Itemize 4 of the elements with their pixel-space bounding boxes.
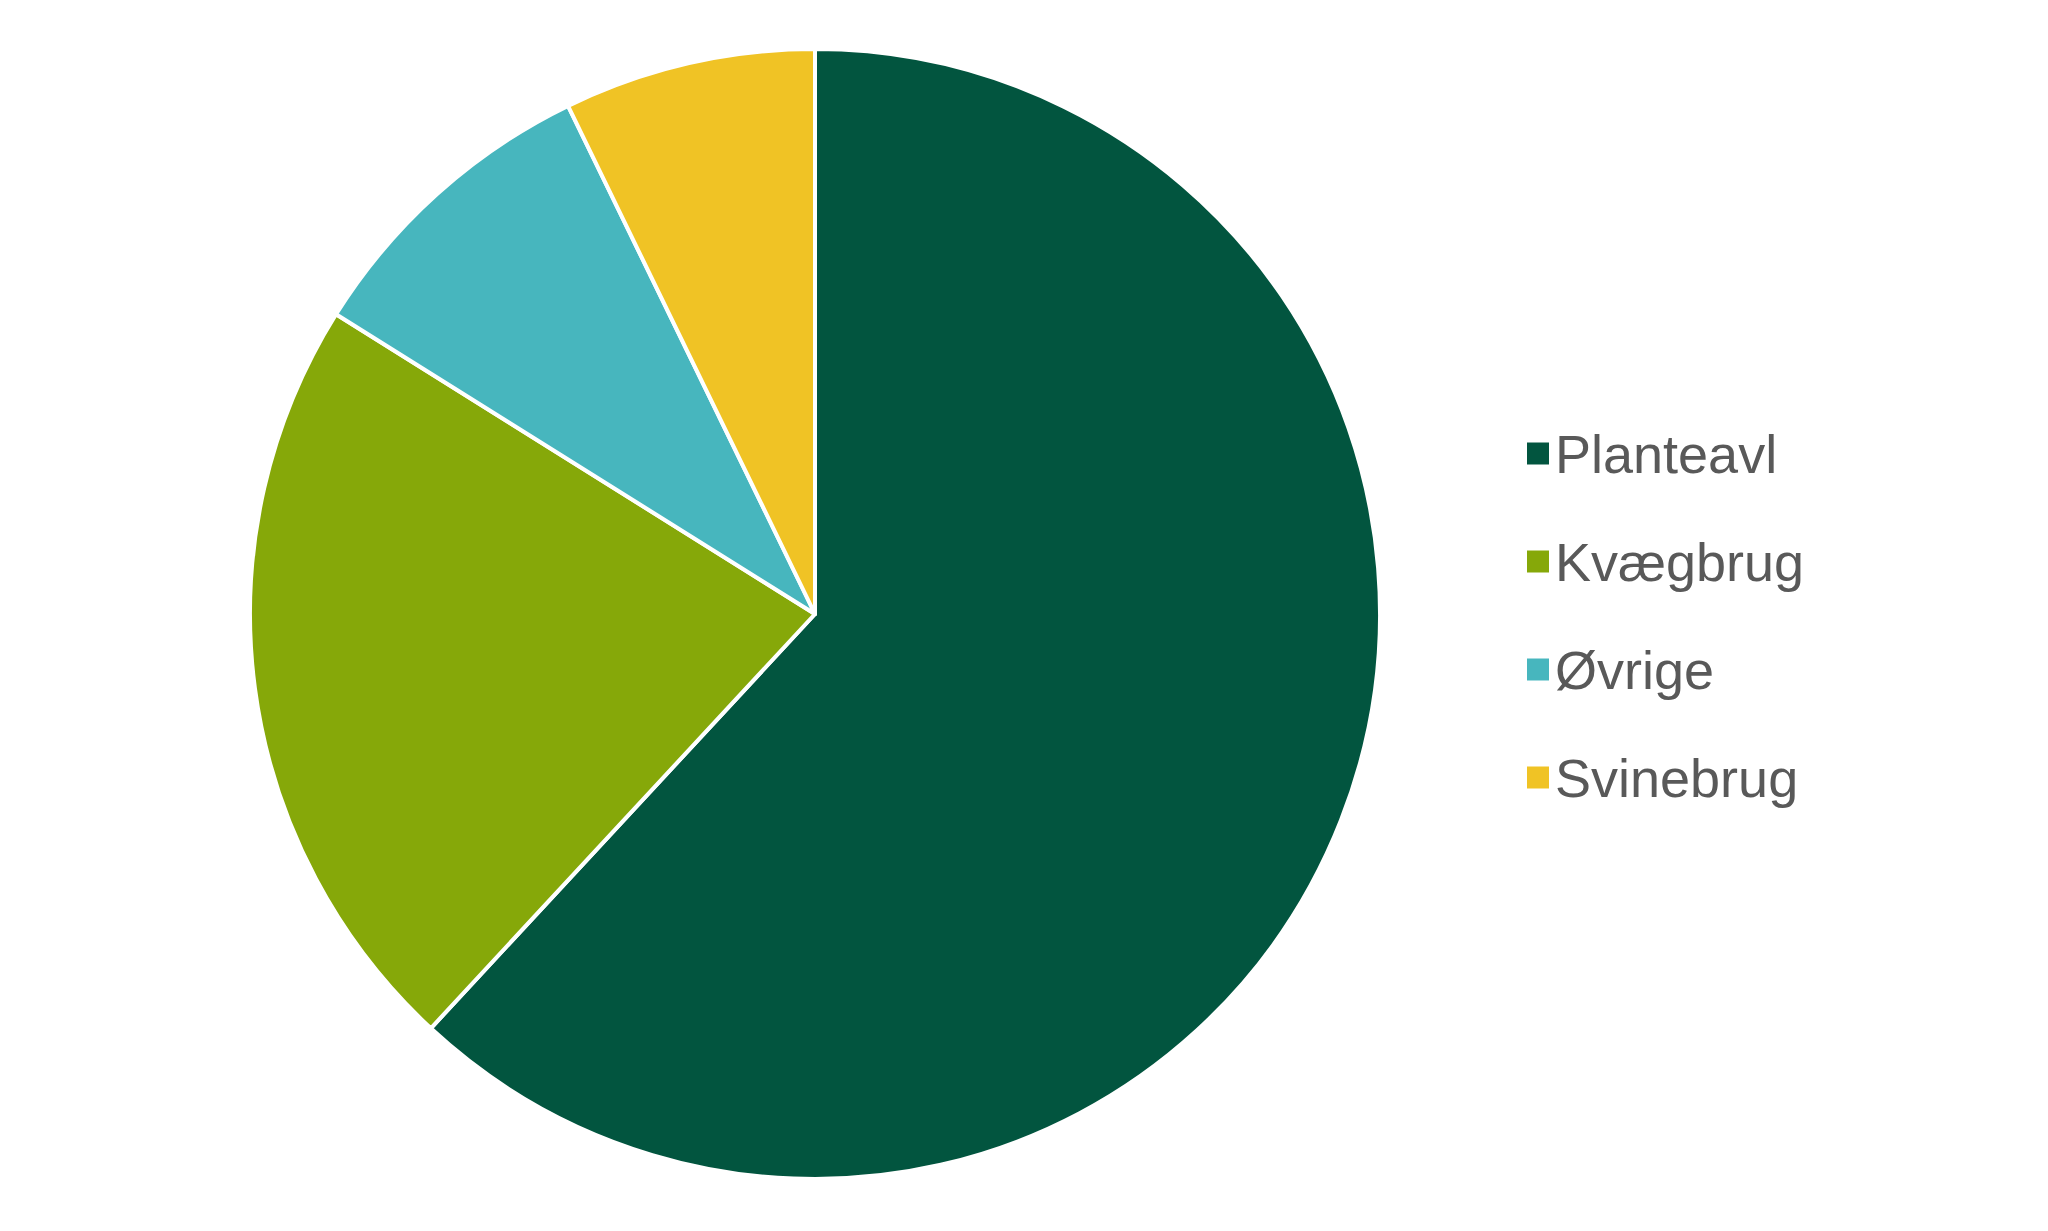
legend-label: Planteavl	[1555, 423, 1778, 484]
legend-label: Kvægbrug	[1555, 531, 1805, 592]
legend-label: Øvrige	[1555, 639, 1715, 700]
legend-label: Svinebrug	[1555, 747, 1799, 808]
